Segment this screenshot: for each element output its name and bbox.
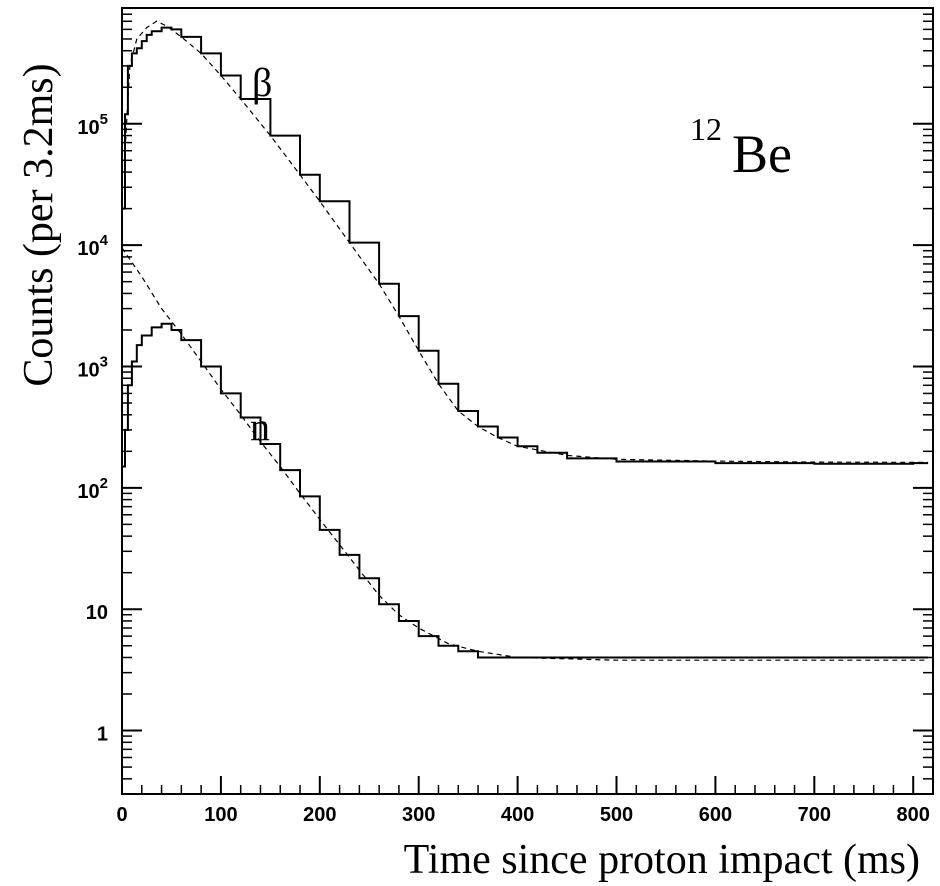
x-tick-label: 600 xyxy=(699,804,732,826)
y-tick-label: 103 xyxy=(77,353,108,381)
y-tick-label: 10 xyxy=(86,602,108,624)
histogram-series-2 xyxy=(122,322,929,659)
ticks-layer: 0 100 200 300 400 500 600 700 800 1 10 102 103 104 105 xyxy=(77,7,934,826)
x-tick-label: 300 xyxy=(402,804,435,826)
x-axis-title: Time since proton impact (ms) xyxy=(404,837,920,883)
x-tick-label: 800 xyxy=(897,804,930,826)
histogram-series-0 xyxy=(122,26,929,465)
x-tick-label: 700 xyxy=(798,804,831,826)
series-layer xyxy=(121,20,929,661)
isotope-label: 12 Be xyxy=(690,111,792,184)
y-axis-title: Counts (per 3.2ms) xyxy=(16,63,62,386)
y-tick-label: 104 xyxy=(77,232,108,260)
y-tick-label: 1 xyxy=(97,724,108,746)
beta-series-label: β xyxy=(252,60,272,105)
x-tick-label: 100 xyxy=(204,804,237,826)
isotope-symbol: Be xyxy=(732,124,792,184)
isotope-mass-number: 12 xyxy=(690,111,722,147)
x-tick-label: 200 xyxy=(303,804,336,826)
neutron-series-label: n xyxy=(250,404,270,449)
y-tick-label: 102 xyxy=(77,475,108,503)
y-tick-label: 105 xyxy=(77,111,108,139)
fit-curve-series-3 xyxy=(121,247,929,661)
plot-frame xyxy=(121,7,934,795)
x-tick-label: 400 xyxy=(501,804,534,826)
x-tick-label: 500 xyxy=(600,804,633,826)
x-tick-label: 0 xyxy=(116,804,127,826)
fit-curve-series-1 xyxy=(124,20,929,463)
